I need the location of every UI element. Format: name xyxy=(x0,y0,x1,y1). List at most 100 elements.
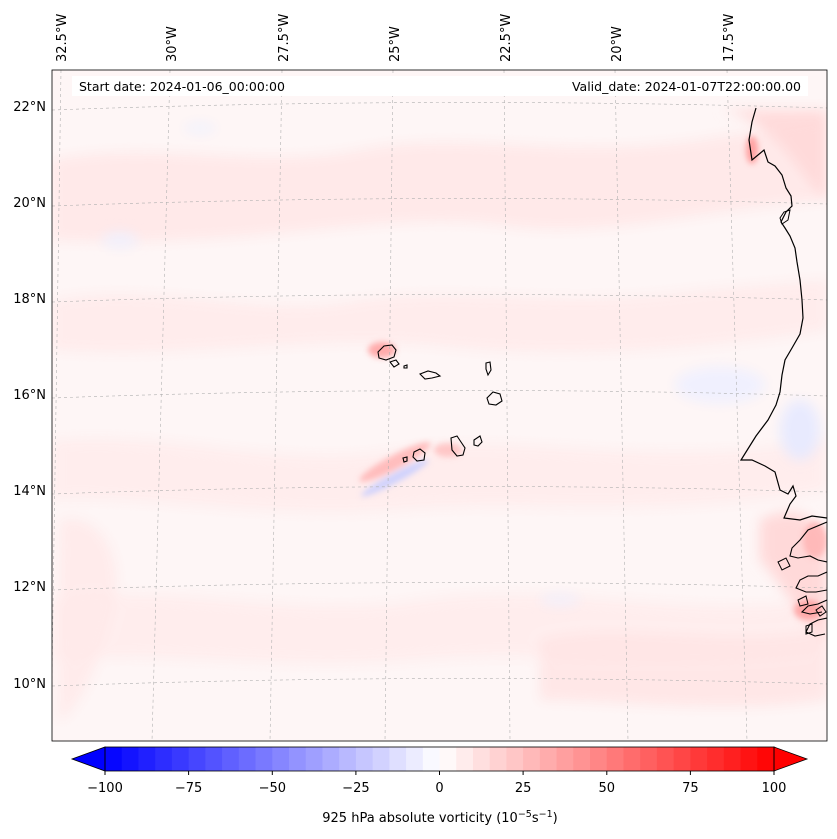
colorbar-bin xyxy=(573,747,591,771)
parallel-12n xyxy=(52,582,827,591)
colorbar-bin xyxy=(439,747,457,771)
colorbar-bin xyxy=(188,747,206,771)
island-santo-antao xyxy=(377,344,397,361)
map-frame xyxy=(51,69,828,742)
cbar-tick-label: −50 xyxy=(259,781,286,796)
colorbar-bin xyxy=(723,747,741,771)
positive-vorticity-wake xyxy=(803,522,827,558)
meridian-20w xyxy=(614,70,629,741)
colorbar-bin xyxy=(590,747,608,771)
lat-label-14n: 14°N xyxy=(13,484,46,499)
colorbar-bin xyxy=(355,747,374,771)
island-santiago xyxy=(450,435,466,457)
lat-label-16n: 16°N xyxy=(13,388,46,403)
colorbar-label-exponent-2: −1 xyxy=(539,809,553,820)
colorbar-bin xyxy=(171,747,190,771)
african-coastline-south xyxy=(789,521,827,637)
cbar-tick-label: 0 xyxy=(435,781,443,796)
vorticity-swath xyxy=(720,110,827,200)
negative-vorticity-wake xyxy=(361,459,429,497)
colorbar-bin xyxy=(138,747,156,771)
colorbar-bin xyxy=(489,747,507,771)
colorbar-bin xyxy=(105,747,123,771)
colorbar-bin xyxy=(422,747,440,771)
meridian-25w xyxy=(384,70,394,741)
coastal-island xyxy=(779,209,791,225)
island-boa-vista xyxy=(486,391,503,406)
parallel-14n xyxy=(52,486,827,495)
island-fogo xyxy=(412,448,426,462)
island-sal xyxy=(485,361,492,377)
lat-label-10n: 10°N xyxy=(13,677,46,692)
colorbar-bin xyxy=(121,747,139,771)
cbar-tick-label: 50 xyxy=(599,781,616,796)
colorbar-bin xyxy=(305,747,323,771)
colorbar-bin xyxy=(606,747,624,771)
island-sao-nicolau xyxy=(419,370,442,380)
coastal-island xyxy=(777,557,791,571)
cbar-tick-label: −25 xyxy=(342,781,369,796)
positive-vorticity-wake xyxy=(368,342,396,358)
negative-vorticity-patch xyxy=(780,400,820,460)
parallel-20n xyxy=(52,198,827,207)
colorbar-label-exponent: −5 xyxy=(518,809,532,820)
colorbar-bin xyxy=(372,747,390,771)
colorbar-bin xyxy=(155,747,173,771)
cbar-tick-label: 25 xyxy=(515,781,532,796)
lon-label-20w: 20°W xyxy=(610,26,625,62)
colorbar-bin xyxy=(506,747,524,771)
parallel-18n xyxy=(52,294,827,303)
lat-label-12n: 12°N xyxy=(13,580,46,595)
colorbar-bin xyxy=(339,747,357,771)
meridian-17-5w xyxy=(726,70,748,741)
colorbar-bin xyxy=(238,747,256,771)
lon-label-17-5w: 17.5°W xyxy=(722,14,737,62)
colorbar-bin xyxy=(640,747,658,771)
negative-vorticity-patch xyxy=(675,367,765,403)
latitude-labels: 22°N 20°N 18°N 16°N 14°N 12°N 10°N xyxy=(13,100,46,692)
coastal-island xyxy=(797,595,809,607)
meridian-27-5w xyxy=(269,70,283,741)
island-brava xyxy=(402,456,408,463)
colorbar-label-prefix: 925 hPa absolute vorticity (10 xyxy=(322,811,518,826)
island-santa-luzia xyxy=(403,364,408,369)
colorbar-bin xyxy=(707,747,725,771)
meridian-22-5w xyxy=(503,70,511,741)
lon-label-27-5w: 27.5°W xyxy=(277,14,292,62)
colorbar-bin xyxy=(523,747,541,771)
lat-label-20n: 20°N xyxy=(13,196,46,211)
island-maio xyxy=(473,435,483,447)
colorbar-bins xyxy=(105,747,775,771)
coastal-island xyxy=(805,623,813,635)
colorbar-bin xyxy=(222,747,240,771)
lon-label-30w: 30°W xyxy=(165,26,180,62)
colorbar-extend-max xyxy=(773,746,809,772)
vorticity-swath xyxy=(540,630,827,707)
vorticity-swath xyxy=(52,280,827,353)
longitude-labels: 32.5°W 30°W 27.5°W 25°W 22.5°W 20°W 17.5… xyxy=(55,14,737,62)
vorticity-swath xyxy=(52,120,827,242)
cbar-tick-label: −100 xyxy=(87,781,123,796)
lat-label-22n: 22°N xyxy=(13,100,46,115)
map-panel: Start date: 2024-01-06_00:00:00 Valid_da… xyxy=(51,69,828,742)
colorbar-bin xyxy=(205,747,223,771)
colorbar-bin xyxy=(539,747,557,771)
lat-label-18n: 18°N xyxy=(13,292,46,307)
lon-label-25w: 25°W xyxy=(388,26,403,62)
lon-label-22-5w: 22.5°W xyxy=(499,14,514,62)
parallel-10n xyxy=(52,678,827,687)
colorbar-bin xyxy=(757,747,775,771)
colorbar-bin xyxy=(272,747,290,771)
map-title-strip xyxy=(72,76,808,96)
cbar-tick-label: −75 xyxy=(175,781,202,796)
lon-label-32-5w: 32.5°W xyxy=(55,14,70,62)
negative-vorticity-patch xyxy=(540,594,580,606)
colorbar-bin xyxy=(740,747,758,771)
meridian-30w xyxy=(151,70,171,741)
graticule xyxy=(52,70,827,741)
parallel-22n xyxy=(52,102,827,111)
colorbar-bin xyxy=(472,747,491,771)
positive-vorticity-wake xyxy=(434,443,462,457)
colorbar-label-unit: s xyxy=(532,811,539,826)
